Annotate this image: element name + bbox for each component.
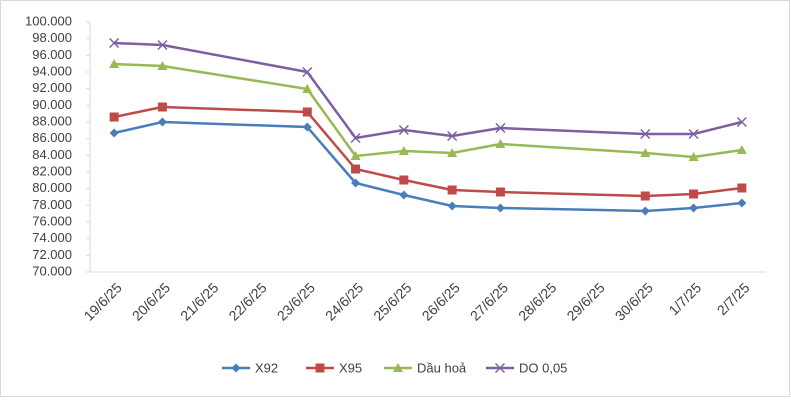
marker bbox=[399, 190, 409, 200]
marker bbox=[109, 59, 120, 68]
y-tick-label: 78.000 bbox=[32, 197, 72, 212]
series bbox=[109, 59, 747, 161]
marker bbox=[689, 203, 699, 213]
y-tick-label: 94.000 bbox=[32, 63, 72, 78]
y-tick-label: 74.000 bbox=[32, 230, 72, 245]
marker bbox=[640, 128, 651, 140]
marker bbox=[640, 191, 650, 201]
marker bbox=[157, 39, 168, 51]
marker bbox=[447, 185, 457, 195]
marker bbox=[315, 363, 325, 373]
y-tick-label: 86.000 bbox=[32, 130, 72, 145]
marker bbox=[736, 145, 747, 154]
y-tick-label: 90.000 bbox=[32, 97, 72, 112]
marker bbox=[640, 148, 651, 157]
marker bbox=[447, 130, 458, 142]
marker bbox=[495, 139, 506, 148]
marker bbox=[494, 362, 506, 374]
marker bbox=[351, 178, 361, 188]
marker bbox=[640, 206, 650, 216]
series-line bbox=[113, 120, 742, 213]
marker bbox=[399, 175, 409, 185]
marker bbox=[737, 183, 747, 193]
legend-label: X95 bbox=[339, 360, 362, 375]
marker bbox=[495, 203, 505, 213]
series-line bbox=[114, 41, 743, 140]
marker bbox=[157, 117, 167, 127]
series bbox=[109, 102, 747, 201]
marker bbox=[350, 132, 361, 144]
series-line bbox=[114, 62, 743, 159]
legend-label: X92 bbox=[255, 360, 278, 375]
marker bbox=[495, 122, 506, 134]
series bbox=[109, 37, 747, 144]
marker bbox=[351, 164, 361, 174]
y-tick-label: 98.000 bbox=[32, 30, 72, 45]
marker bbox=[302, 84, 313, 93]
marker bbox=[302, 107, 312, 117]
marker bbox=[157, 61, 168, 70]
y-tick-label: 92.000 bbox=[32, 80, 72, 95]
marker bbox=[350, 151, 361, 160]
y-tick-label: 84.000 bbox=[32, 147, 72, 162]
marker bbox=[495, 187, 505, 197]
y-tick-label: 96.000 bbox=[32, 47, 72, 62]
marker bbox=[231, 363, 241, 373]
marker bbox=[398, 146, 409, 155]
y-tick-label: 76.000 bbox=[32, 213, 72, 228]
series bbox=[109, 117, 747, 216]
marker bbox=[736, 116, 747, 128]
y-tick-label: 88.000 bbox=[32, 113, 72, 128]
y-tick-label: 72.000 bbox=[32, 247, 72, 262]
marker bbox=[109, 128, 119, 138]
marker bbox=[688, 152, 699, 161]
y-tick-label: 100.000 bbox=[25, 13, 72, 28]
marker bbox=[689, 189, 699, 199]
series-line bbox=[113, 105, 743, 198]
marker bbox=[109, 112, 119, 122]
marker bbox=[398, 124, 409, 136]
marker bbox=[302, 66, 313, 78]
marker bbox=[447, 148, 458, 157]
marker bbox=[688, 128, 699, 140]
y-tick-label: 70.000 bbox=[32, 263, 72, 278]
marker bbox=[109, 37, 120, 49]
marker bbox=[157, 102, 167, 112]
legend-label: DO 0,05 bbox=[519, 360, 567, 375]
marker bbox=[737, 198, 747, 208]
marker bbox=[393, 363, 403, 372]
marker bbox=[447, 201, 457, 211]
legend-label: Dầu hoả bbox=[417, 360, 467, 375]
y-tick-label: 82.000 bbox=[32, 163, 72, 178]
marker bbox=[302, 122, 312, 132]
y-tick-label: 80.000 bbox=[32, 180, 72, 195]
